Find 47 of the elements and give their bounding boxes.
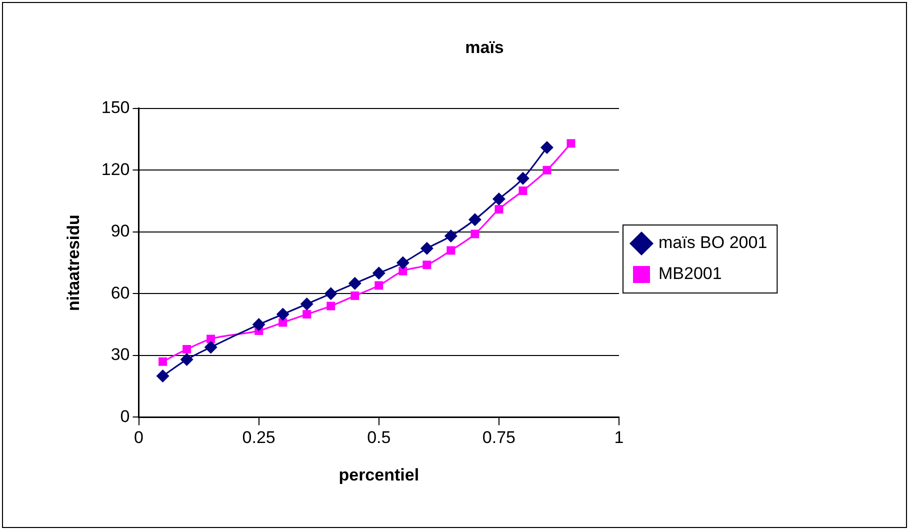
y-tick-label: 0: [120, 406, 130, 426]
point: [446, 246, 456, 255]
point: [396, 256, 410, 270]
point: [300, 297, 314, 310]
y-axis-title: nitaatresidu: [64, 214, 83, 311]
legend-label: maïs BO 2001: [658, 233, 768, 252]
y-tick-label: 60: [110, 283, 130, 302]
point: [302, 310, 312, 319]
x-axis-title: percentiel: [338, 465, 420, 484]
x-tick-label: 0.75: [482, 428, 516, 448]
y-tick-label: 90: [110, 222, 130, 241]
y-tick-label: 150: [101, 98, 130, 118]
point: [468, 213, 482, 226]
point: [444, 230, 458, 243]
point: [492, 192, 506, 206]
point: [252, 318, 266, 332]
point: [566, 139, 576, 148]
point: [540, 141, 554, 154]
x-tick-label: 0.5: [367, 428, 391, 448]
point: [542, 166, 552, 174]
x-tick-label: 0: [134, 428, 144, 448]
point: [422, 260, 432, 270]
point: [374, 281, 384, 290]
point: [494, 205, 504, 214]
point: [516, 172, 530, 185]
y-tick-label: 30: [110, 345, 130, 364]
x-tick-label: 0.25: [242, 428, 276, 448]
point: [276, 308, 290, 321]
point: [324, 287, 338, 300]
point: [470, 230, 480, 238]
point: [348, 276, 362, 290]
point: [158, 357, 168, 366]
point: [206, 334, 216, 344]
point: [326, 302, 336, 310]
y-tick-label: 120: [101, 160, 130, 179]
point: [350, 291, 360, 300]
x-tick-label: 1: [614, 428, 624, 448]
point: [180, 353, 194, 366]
point: [372, 266, 386, 280]
point: [156, 370, 170, 383]
point: [398, 266, 408, 276]
point: [204, 340, 218, 354]
legend-label: MB2001: [658, 264, 722, 284]
point: [420, 242, 434, 255]
chart-title: maïs: [465, 38, 504, 57]
point: [518, 186, 528, 195]
point: [182, 345, 192, 354]
